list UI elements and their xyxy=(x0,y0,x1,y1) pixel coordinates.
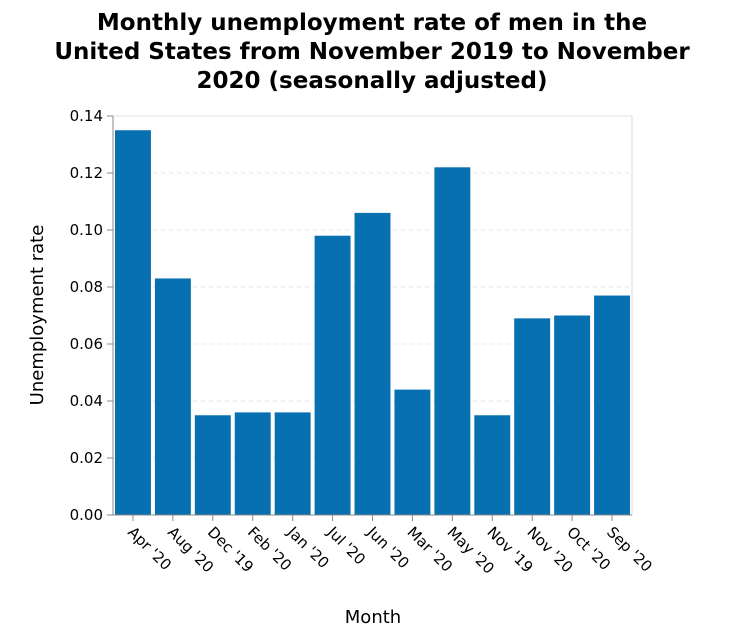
y-tick-label: 0.06 xyxy=(70,335,103,353)
bar xyxy=(394,389,431,515)
x-tick-label: Apr '20 xyxy=(124,523,175,574)
bar xyxy=(154,278,191,515)
y-tick-label: 0.10 xyxy=(70,221,103,239)
y-tick-label: 0.00 xyxy=(70,506,103,524)
chart-title-line-3: 2020 (seasonally adjusted) xyxy=(197,68,548,94)
y-tick-label: 0.08 xyxy=(70,278,103,296)
bar xyxy=(514,318,551,515)
bar xyxy=(354,212,391,515)
bar xyxy=(474,415,511,515)
y-tick-label: 0.12 xyxy=(70,164,103,182)
bar xyxy=(554,315,591,515)
bar xyxy=(314,235,351,515)
x-tick-label: Sep '20 xyxy=(603,523,656,576)
y-tick-label: 0.04 xyxy=(70,392,103,410)
bar xyxy=(274,412,311,515)
bar xyxy=(194,415,231,515)
bar xyxy=(234,412,271,515)
y-axis: 0.00 0.02 0.04 0.06 0.08 0.10 0.12 0.14 xyxy=(70,107,114,524)
y-axis-title: Unemployment rate xyxy=(27,225,48,406)
bar xyxy=(115,130,151,515)
bar xyxy=(434,167,471,516)
x-axis-title: Month xyxy=(345,607,401,628)
y-tick-label: 0.14 xyxy=(70,107,103,125)
chart-title-line-1: Monthly unemployment rate of men in the xyxy=(97,10,647,36)
chart-title-line-2: United States from November 2019 to Nove… xyxy=(54,39,690,65)
bar xyxy=(594,295,630,515)
chart-title: Monthly unemployment rate of men in the … xyxy=(54,10,690,94)
bars xyxy=(115,130,630,516)
x-tick-label: Jun '20 xyxy=(363,522,413,572)
y-tick-label: 0.02 xyxy=(70,449,103,467)
